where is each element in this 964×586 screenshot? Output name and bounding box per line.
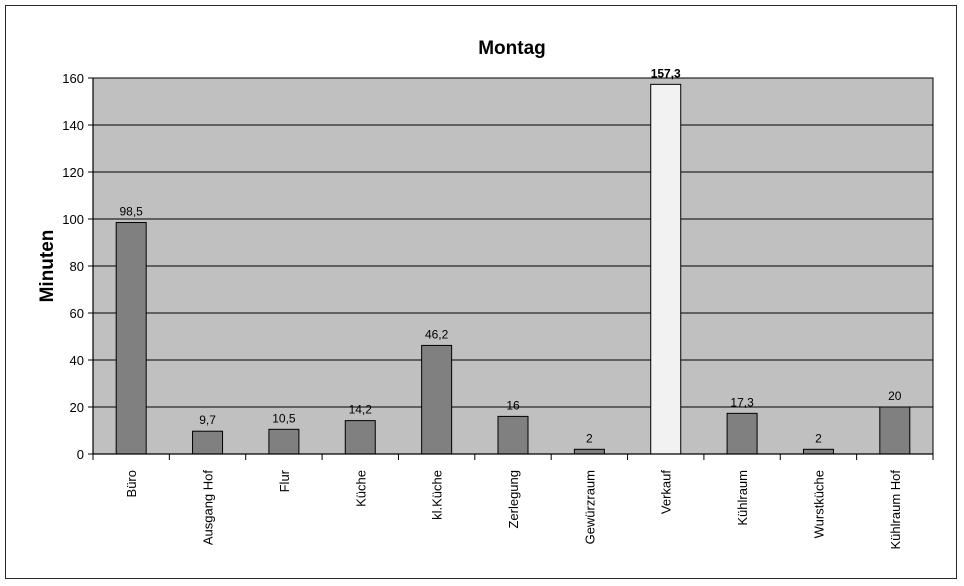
- bar-8: [726, 412, 758, 455]
- bar-4: [421, 344, 453, 455]
- x-category-label: Flur: [277, 469, 292, 492]
- data-label: 10,5: [272, 411, 296, 425]
- x-category-label: Büro: [124, 470, 139, 497]
- y-tick-label: 80: [70, 259, 84, 274]
- bar-9: [802, 448, 834, 455]
- bar-0: [115, 222, 147, 455]
- data-label: 9,7: [199, 413, 216, 427]
- y-axis-title: Minuten: [37, 230, 58, 303]
- x-category-label: Verkauf: [659, 470, 674, 514]
- bar-2: [268, 428, 300, 455]
- bar-6: [573, 448, 605, 455]
- data-label: 2: [815, 431, 822, 445]
- x-category-label: Ausgang Hof: [201, 470, 216, 546]
- y-tick-label: 140: [62, 118, 84, 133]
- chart-title: Montag: [478, 38, 546, 59]
- y-tick-label: 0: [77, 447, 84, 462]
- y-tick-label: 40: [70, 353, 84, 368]
- y-tick-label: 160: [62, 71, 84, 86]
- x-category-label: Kühlraum: [735, 470, 750, 526]
- x-category-label: Kühlraum Hof: [888, 470, 903, 550]
- data-label: 2: [586, 431, 593, 445]
- bar-1: [192, 430, 224, 455]
- y-tick-label: 60: [70, 306, 84, 321]
- data-label: 46,2: [425, 327, 449, 341]
- data-label: 157,3: [651, 66, 681, 80]
- x-category-label: Wurstküche: [811, 470, 826, 538]
- chart-frame: [5, 5, 957, 579]
- data-label: 14,2: [349, 403, 373, 417]
- data-label: 20: [888, 389, 902, 403]
- bar-3: [344, 420, 376, 455]
- y-tick-label: 120: [62, 165, 84, 180]
- data-label: 16: [506, 398, 520, 412]
- bar-5: [497, 415, 529, 455]
- y-tick-label: 20: [70, 400, 84, 415]
- data-label: 17,3: [730, 395, 754, 409]
- bar-7: [650, 83, 682, 455]
- data-label: 98,5: [120, 205, 144, 219]
- y-tick-label: 100: [62, 212, 84, 227]
- bar-10: [879, 406, 911, 455]
- x-category-label: Zerlegung: [506, 470, 521, 529]
- x-category-label: Küche: [353, 470, 368, 507]
- x-category-label: kl.Küche: [430, 470, 445, 520]
- x-category-label: Gewürzraum: [582, 470, 597, 544]
